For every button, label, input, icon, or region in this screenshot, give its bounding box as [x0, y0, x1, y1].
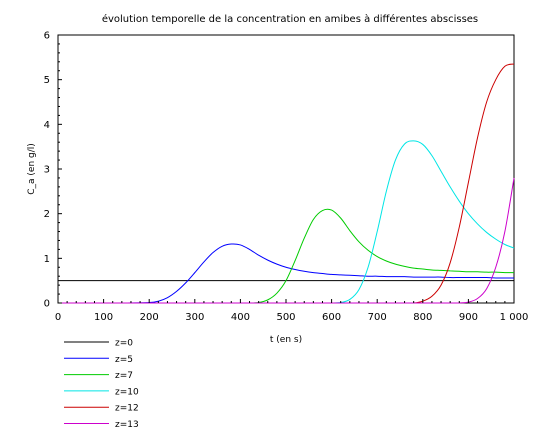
legend-entry-label: z=12: [115, 404, 139, 414]
legend-entry-label: z=13: [115, 420, 139, 430]
x-tick-label: 600: [322, 312, 341, 323]
y-tick-label: 0: [44, 299, 50, 310]
y-tick-label: 6: [44, 31, 50, 42]
chart-title: évolution temporelle de la concentration…: [102, 13, 478, 25]
x-tick-label: 500: [276, 312, 295, 323]
y-tick-label: 4: [44, 120, 50, 131]
x-tick-label: 100: [94, 312, 113, 323]
x-tick-label: 200: [140, 312, 159, 323]
series-line-z5: [58, 243, 514, 304]
y-tick-label: 3: [44, 165, 50, 176]
x-tick-label: 900: [459, 312, 478, 323]
series-layer: [57, 63, 515, 304]
y-tick-label: 2: [44, 209, 50, 220]
legend-entry-label: z=0: [115, 339, 133, 349]
x-tick-label: 1 000: [500, 312, 529, 323]
x-tick-label: 300: [185, 312, 204, 323]
x-tick-label: 400: [231, 312, 250, 323]
legend-entry-label: z=10: [115, 387, 139, 397]
legend-entry-label: z=7: [115, 371, 133, 381]
y-tick-label: 1: [44, 254, 50, 265]
x-tick-label: 800: [413, 312, 432, 323]
x-axis: 0 100 200 300 400 500 600 700 800 900 1 000: [55, 299, 529, 323]
x-tick-label: 0: [55, 312, 61, 323]
y-axis-label: C_a (en g/l): [27, 143, 37, 195]
x-tick-label: 700: [368, 312, 387, 323]
y-tick-label: 5: [44, 75, 50, 86]
x-axis-label: t (en s): [270, 335, 302, 345]
y-axis: 0 1 2 3 4 5 6: [44, 31, 62, 310]
legend-entry-label: z=5: [115, 355, 133, 365]
legend: z=0 z=5 z=7 z=10 z=12 z=13: [64, 339, 139, 430]
